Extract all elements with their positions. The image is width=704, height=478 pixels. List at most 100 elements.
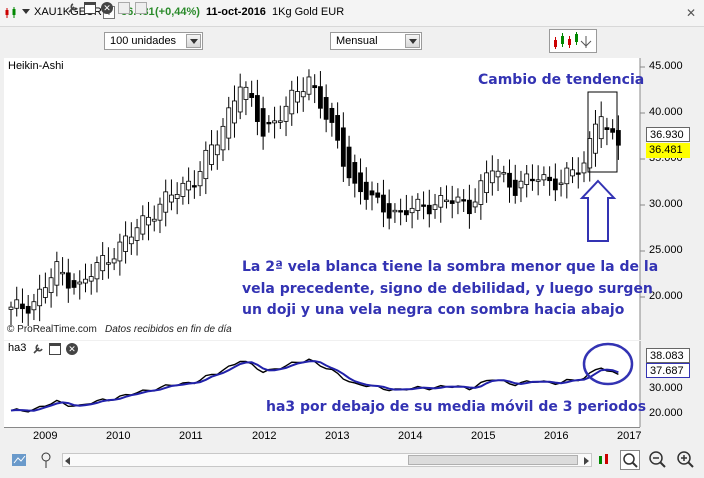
candle-body [151, 218, 157, 222]
candle-body [558, 182, 564, 185]
candle-body [358, 172, 363, 193]
candle-body [610, 128, 616, 133]
candle-body [197, 171, 203, 187]
candle-body [203, 149, 209, 180]
scrollbar-thumb[interactable] [408, 455, 578, 465]
candle-body [117, 241, 123, 262]
delete-icon[interactable]: ✕ [66, 343, 78, 355]
candle-body [277, 120, 283, 123]
candle-body [438, 195, 444, 208]
candle-body [94, 262, 100, 280]
candle-body [363, 181, 369, 200]
ha3-value-box: 38.083 [646, 348, 690, 363]
chart-style-button[interactable] [549, 29, 597, 53]
dropdown-arrow-icon[interactable] [22, 9, 30, 14]
last-value-box: 36.930 [646, 127, 690, 142]
chevron-down-icon[interactable] [405, 34, 420, 48]
candle-body [77, 281, 83, 285]
candle-body [123, 235, 128, 252]
candle-body [25, 305, 31, 314]
candle-body [226, 107, 232, 139]
wrench-icon[interactable] [67, 2, 79, 14]
period-select-value: Mensual [336, 35, 378, 47]
candle-body [409, 207, 415, 214]
candle-body [449, 200, 455, 204]
description-label: 1Kg Gold EUR [272, 6, 345, 18]
zoom-fit-button[interactable] [620, 450, 640, 470]
candle-body [318, 86, 323, 109]
x-axis [4, 427, 640, 445]
ha3-chart [4, 341, 641, 427]
candle-body [186, 180, 192, 191]
candle-body [369, 190, 375, 196]
data-note-text: Datos recibidos en fin de día [105, 324, 232, 335]
candle-body [346, 146, 352, 179]
candle-body [426, 204, 432, 215]
wrench-icon[interactable] [32, 343, 44, 355]
move-up-icon[interactable] [118, 2, 130, 14]
x-axis-label: 2009 [33, 430, 58, 442]
candle-body [249, 93, 255, 98]
annotation-title: Cambio de tendencia [478, 72, 645, 88]
candle-body [157, 203, 163, 221]
x-axis-label: 2015 [471, 430, 496, 442]
candle-body [340, 127, 346, 167]
annotation-line: vela precedente, signo de debilidad, y l… [242, 281, 653, 297]
period-select[interactable]: Mensual [330, 32, 422, 50]
scroll-right-icon[interactable] [584, 457, 589, 465]
candle-body [14, 299, 20, 309]
candle-body [352, 162, 358, 184]
zoom-in-icon[interactable] [676, 450, 696, 470]
candle-body [243, 86, 249, 100]
x-axis-label: 2012 [252, 430, 277, 442]
candle-body [71, 280, 77, 288]
chevron-down-icon[interactable] [186, 34, 201, 48]
candle-body [381, 194, 386, 213]
candle-body [312, 85, 318, 89]
price-panel-header [4, 58, 640, 74]
window-icon[interactable] [49, 343, 61, 355]
candle-body [478, 180, 484, 205]
candle-body [237, 86, 243, 113]
ha3-tick-label: 20.000 [649, 407, 683, 419]
candle-body [323, 97, 329, 120]
candle-body [163, 191, 169, 213]
date-label: 11-oct-2016 [206, 6, 266, 18]
price-tick-label: 20.000 [649, 290, 683, 302]
candle-body [254, 95, 260, 122]
units-select[interactable]: 100 unidades [104, 32, 203, 50]
ha3-annotation: ha3 por debajo de su media móvil de 3 pe… [266, 399, 647, 415]
price-tick-label: 40.000 [649, 106, 683, 118]
candle-body [20, 303, 25, 310]
candle-body [484, 172, 489, 194]
candle-body [106, 262, 111, 265]
close-icon[interactable]: ✕ [686, 6, 697, 20]
candle-body [100, 255, 106, 272]
horizontal-scrollbar[interactable] [62, 453, 592, 467]
scroll-left-icon[interactable] [65, 457, 70, 465]
candle-body [598, 116, 604, 140]
price-tick-label: 30.000 [649, 198, 683, 210]
candle-body [386, 203, 392, 219]
candle-body [593, 123, 598, 154]
price-chart [4, 58, 645, 340]
candle-body [489, 170, 495, 184]
cursor-tool-button[interactable] [38, 450, 58, 470]
candle-body [191, 185, 197, 188]
window-icon[interactable] [84, 2, 96, 14]
candle-body [444, 199, 449, 202]
price-axis-ticks [640, 66, 645, 298]
indicator-label: ha3 [8, 342, 27, 354]
chart-settings-button[interactable] [10, 450, 30, 470]
candle-body [260, 108, 266, 137]
add-indicator-button[interactable] [595, 450, 615, 470]
candle-body [472, 201, 478, 208]
ha3-panel-header [4, 341, 640, 357]
ha3-plot-area [4, 357, 640, 427]
zoom-out-icon[interactable] [648, 450, 668, 470]
move-down-icon[interactable] [135, 2, 147, 14]
candle-body [564, 167, 570, 185]
candle-body [375, 192, 381, 198]
candle-body [421, 204, 426, 207]
delete-icon[interactable]: ✕ [101, 2, 113, 14]
